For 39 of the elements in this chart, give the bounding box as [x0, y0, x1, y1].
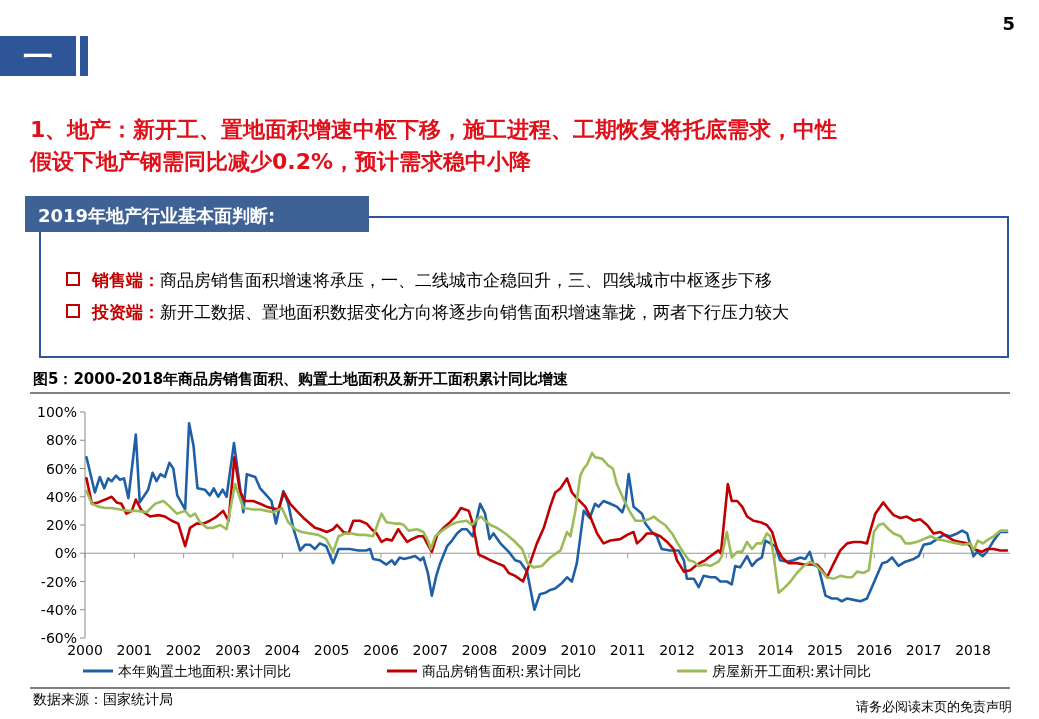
source-note: 数据来源：国家统计局 [33, 691, 173, 707]
x-tick-label: 2004 [264, 642, 301, 658]
x-tick-label: 2015 [807, 642, 843, 658]
y-tick-label: -40% [40, 601, 77, 618]
text: 一 [23, 39, 53, 74]
y-tick-label: 40% [45, 488, 77, 505]
x-tick-label: 2017 [905, 642, 942, 658]
x-tick-label: 2005 [313, 642, 350, 658]
x-tick-label: 2006 [363, 642, 399, 658]
text: 请务必阅读末页的免责声明 [856, 699, 1012, 714]
x-tick-label: 2008 [461, 642, 498, 658]
y-tick-label: 60% [45, 460, 77, 477]
x-tick-label: 2018 [955, 642, 991, 658]
legend-label: 本年购置土地面积:累计同比 [118, 663, 291, 679]
x-tick-label: 2001 [116, 642, 153, 658]
x-tick-label: 2007 [412, 642, 449, 658]
x-tick-label: 2016 [856, 642, 893, 658]
chart-title: 图5：2000-2018年商品房销售面积、购置土地面积及新开工面积累计同比增速 [33, 370, 570, 388]
legend-label: 房屋新开工面积:累计同比 [712, 663, 871, 679]
text: 1、地产：新开工、置地面积增速中枢下移，施工进程、工期恢复将托底需求，中性假设下地产钢需同比减少0.2%，预计需求稳中小降 [29, 117, 838, 174]
text: 2019年地产行业基本面判断: [38, 205, 276, 226]
y-tick-label: -20% [40, 573, 77, 590]
x-tick-label: 2009 [511, 642, 547, 658]
x-tick-label: 2010 [560, 642, 597, 658]
y-tick-label: 0% [54, 545, 77, 562]
y-tick-label: 20% [45, 517, 77, 533]
y-tick-label: 80% [45, 432, 77, 449]
text: 5 [1002, 13, 1015, 34]
text: 投资端：新开工数据、置地面积数据变化方向将逐步向销售面积增速靠拢，两者下行压力较大 [91, 302, 789, 322]
y-tick-label: 100% [36, 404, 77, 420]
x-tick-label: 2013 [708, 642, 745, 658]
x-tick-label: 2012 [659, 642, 695, 658]
legend-label: 商品房销售面积:累计同比 [422, 663, 581, 679]
line-series [85, 422, 1009, 612]
x-tick-label: 2011 [609, 642, 646, 658]
x-tick-label: 2002 [165, 642, 202, 658]
x-tick-label: 2014 [757, 642, 794, 658]
text: 销售端：商品房销售面积增速将承压，一、二线城市企稳回升，三、四线城市中枢逐步下移 [91, 270, 772, 290]
x-tick-label: 2003 [215, 642, 251, 658]
